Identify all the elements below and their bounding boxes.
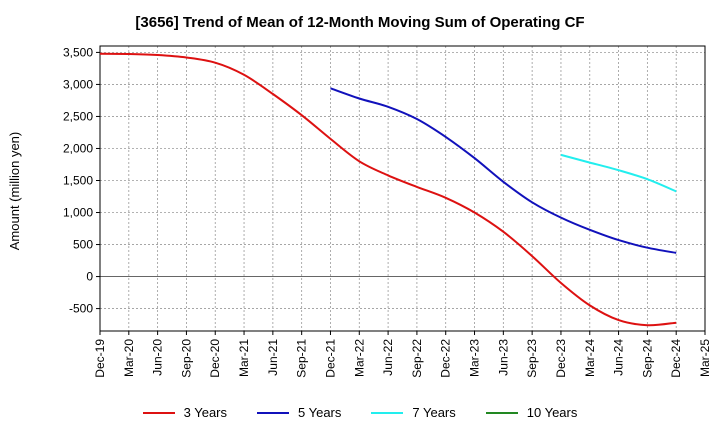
legend-swatch-7-years [371, 411, 404, 414]
legend-swatch-3-years [142, 411, 175, 414]
x-tick-label: Dec-23 [554, 339, 568, 378]
grid [99, 45, 706, 332]
y-axis-ticks: 3,500 3,000 2,500 2,000 1,500 1,000 500 0 -500 [63, 45, 100, 316]
x-tick-label: Mar-20 [122, 339, 136, 377]
x-tick-label: Jun-24 [612, 339, 626, 376]
series-line-3-years [99, 52, 677, 327]
x-tick-label: Sep-23 [525, 339, 539, 378]
legend-label-5-years: 5 Years [298, 405, 342, 420]
legend: 3 Years 5 Years 7 Years 10 Years [0, 405, 720, 420]
legend-label-3-years: 3 Years [183, 405, 227, 420]
x-tick-label: Dec-20 [208, 339, 222, 378]
x-tick-label: Jun-21 [266, 339, 280, 376]
x-tick-label: Dec-21 [323, 339, 337, 378]
legend-swatch-5-years [257, 411, 289, 414]
legend-swatch-10-years [485, 411, 518, 414]
x-tick-label: Mar-24 [583, 339, 597, 377]
legend-item-5-years: 5 Years [257, 405, 341, 420]
x-tick-label: Sep-24 [640, 339, 654, 378]
series-line-5-years [330, 87, 677, 254]
y-tick-label: 1,500 [63, 173, 93, 187]
y-axis-label: Amount (million yen) [7, 132, 22, 251]
legend-item-7-years: 7 Years [371, 405, 456, 420]
x-axis-ticks: Dec-19 Mar-20 Jun-20 Sep-20 Dec-20 Mar-21 Jun-… [93, 331, 712, 378]
x-tick-label: Sep-20 [179, 339, 193, 378]
y-tick-label: 2,000 [63, 141, 93, 155]
x-tick-label: Mar-22 [352, 339, 366, 377]
y-tick-label: 1,000 [63, 206, 93, 220]
y-tick-label: 3,500 [63, 45, 93, 59]
x-tick-label: Jun-23 [496, 339, 510, 376]
y-tick-label: 0 [86, 270, 93, 284]
x-tick-label: Sep-21 [295, 339, 309, 378]
x-tick-label: Mar-23 [468, 339, 482, 377]
legend-label-10-years: 10 Years [526, 405, 578, 420]
y-tick-label: 3,000 [63, 77, 93, 91]
x-tick-label: Mar-25 [698, 339, 712, 377]
x-tick-label: Jun-22 [381, 339, 395, 376]
legend-item-10-years: 10 Years [485, 405, 578, 420]
y-tick-label: -500 [69, 302, 93, 316]
series-line-7-years [560, 153, 677, 193]
y-tick-label: 2,500 [63, 109, 93, 123]
x-tick-label: Dec-22 [439, 339, 453, 378]
legend-label-7-years: 7 Years [412, 405, 456, 420]
x-tick-label: Mar-21 [237, 339, 251, 377]
x-tick-label: Sep-22 [410, 339, 424, 378]
x-tick-label: Dec-19 [93, 339, 107, 378]
x-tick-label: Jun-20 [151, 339, 165, 376]
x-tick-label: Dec-24 [669, 339, 683, 378]
series-lines [99, 52, 677, 327]
legend-item-3-years: 3 Years [142, 405, 227, 420]
chart-title: [3656] Trend of Mean of 12-Month Moving … [135, 14, 585, 31]
y-tick-label: 500 [73, 238, 93, 252]
plot-frame [99, 45, 706, 332]
